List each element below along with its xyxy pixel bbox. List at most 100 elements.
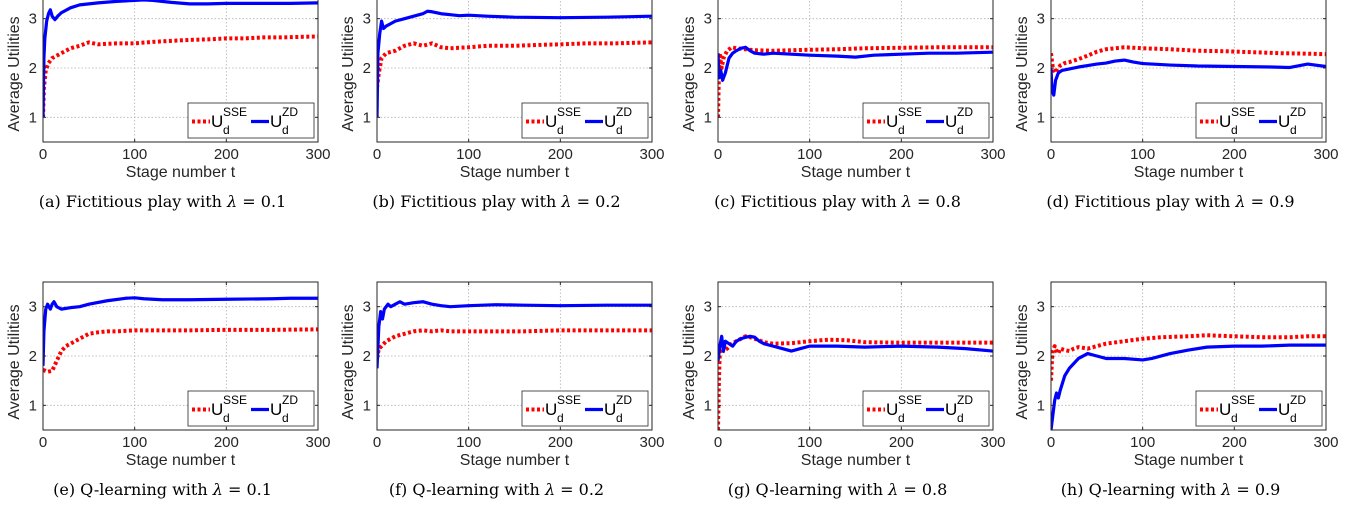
legend-label-zd: U (945, 112, 957, 131)
series-line-zd (1051, 343, 1326, 430)
legend-label-zd: U (1278, 112, 1290, 131)
y-tick-label: 2 (1037, 60, 1045, 77)
y-tick-label: 3 (29, 299, 37, 316)
series-line-sse (43, 34, 318, 118)
caption-value: = 0.8 (912, 192, 961, 211)
caption-prefix: (d) Fictitious play with (1046, 192, 1235, 211)
legend-superscript-zd: ZD (616, 393, 632, 407)
series-line-sse (1051, 45, 1326, 75)
series-line-sse (43, 327, 318, 374)
x-tick-label: 200 (548, 146, 573, 163)
x-tick-label: 100 (797, 434, 822, 451)
legend-superscript-zd: ZD (957, 393, 973, 407)
legend-subscript-sse: d (557, 411, 564, 425)
caption-prefix: (h) Q-learning with (1061, 480, 1221, 499)
y-axis-label: Average Utilities (340, 16, 357, 131)
panel-caption: (b) Fictitious play with λ = 0.2 (372, 192, 620, 211)
caption-prefix: (a) Fictitious play with (39, 192, 227, 211)
panel-caption: (a) Fictitious play with λ = 0.1 (39, 192, 286, 211)
y-tick-label: 2 (29, 60, 37, 77)
x-tick-label: 100 (1130, 146, 1155, 163)
caption-value: = 0.2 (572, 192, 621, 211)
panel-caption: (f) Q-learning with λ = 0.2 (389, 480, 604, 499)
legend-subscript-zd: d (616, 411, 623, 425)
legend-label-zd: U (1278, 400, 1290, 419)
caption-lambda: λ (226, 192, 237, 211)
x-axis-label: Stage number t (801, 164, 911, 181)
x-tick-label: 0 (1047, 434, 1055, 451)
series-line-zd (718, 334, 993, 362)
legend-superscript-zd: ZD (616, 105, 632, 119)
series-line-zd (43, 296, 318, 366)
y-tick-label: 3 (704, 11, 712, 28)
x-tick-label: 300 (980, 146, 1005, 163)
caption-lambda: λ (887, 480, 898, 499)
caption-lambda: λ (1234, 192, 1245, 211)
y-tick-label: 1 (704, 397, 712, 414)
legend-superscript-zd: ZD (1290, 393, 1306, 407)
legend-superscript-sse: SSE (557, 105, 581, 119)
x-tick-label: 0 (373, 434, 381, 451)
x-tick-label: 200 (1222, 434, 1247, 451)
y-tick-label: 1 (1037, 397, 1045, 414)
y-axis-label: Average Utilities (1014, 304, 1031, 419)
x-tick-label: 200 (214, 434, 239, 451)
x-tick-label: 100 (456, 434, 481, 451)
series-line-sse (1051, 333, 1326, 381)
y-tick-label: 2 (363, 60, 371, 77)
caption-lambda: λ (1220, 480, 1231, 499)
y-tick-label: 3 (363, 299, 371, 316)
chart-panel-e: 0 100 200 300 1 2 3 Stage number t Average Utili… (6, 281, 331, 499)
legend-superscript-zd: ZD (957, 105, 973, 119)
y-tick-label: 2 (704, 348, 712, 365)
series-line-zd (718, 45, 993, 82)
legend-subscript-zd: d (616, 123, 623, 137)
series-line-sse (718, 45, 993, 118)
x-tick-label: 200 (889, 146, 914, 163)
chart-panel-b: 0 100 200 300 1 2 3 Stage number t Average Utili… (340, 0, 665, 211)
x-tick-label: 100 (1130, 434, 1155, 451)
y-tick-label: 1 (29, 397, 37, 414)
x-tick-label: 300 (639, 146, 664, 163)
y-tick-label: 2 (704, 60, 712, 77)
y-axis-label: Average Utilities (681, 304, 698, 419)
panel-caption: (h) Q-learning with λ = 0.9 (1061, 480, 1281, 499)
chart-panel-g: 0 100 200 300 1 2 3 Stage number t Average Utili… (681, 281, 1006, 499)
x-tick-label: 300 (1313, 434, 1338, 451)
y-tick-label: 2 (363, 348, 371, 365)
legend-label-sse: U (545, 400, 557, 419)
legend-label-sse: U (886, 112, 898, 131)
y-tick-label: 3 (1037, 11, 1045, 28)
legend-label-sse: U (211, 400, 223, 419)
legend-subscript-sse: d (223, 411, 230, 425)
caption-value: = 0.1 (223, 480, 272, 499)
x-tick-label: 100 (122, 146, 147, 163)
legend-label-zd: U (604, 112, 616, 131)
x-tick-label: 200 (1222, 146, 1247, 163)
caption-lambda: λ (212, 480, 223, 499)
x-tick-label: 200 (548, 434, 573, 451)
x-axis-label: Stage number t (126, 164, 236, 181)
legend-label-zd: U (270, 400, 282, 419)
legend-label-sse: U (545, 112, 557, 131)
caption-prefix: (b) Fictitious play with (372, 192, 561, 211)
x-axis-label: Stage number t (126, 452, 236, 469)
x-tick-label: 0 (39, 434, 47, 451)
y-tick-label: 3 (29, 11, 37, 28)
y-tick-label: 3 (704, 299, 712, 316)
chart-panel-h: 0 100 200 300 1 2 3 Stage number t Average Utili… (1014, 281, 1339, 499)
chart-panel-f: 0 100 200 300 1 2 3 Stage number t Average Utili… (340, 281, 665, 499)
panel-caption: (d) Fictitious play with λ = 0.9 (1046, 192, 1294, 211)
y-tick-label: 1 (704, 109, 712, 126)
x-tick-label: 0 (373, 146, 381, 163)
x-tick-label: 300 (305, 434, 330, 451)
legend-label-zd: U (604, 400, 616, 419)
caption-lambda: λ (901, 192, 912, 211)
series-line-sse (377, 328, 652, 359)
caption-value: = 0.2 (555, 480, 604, 499)
